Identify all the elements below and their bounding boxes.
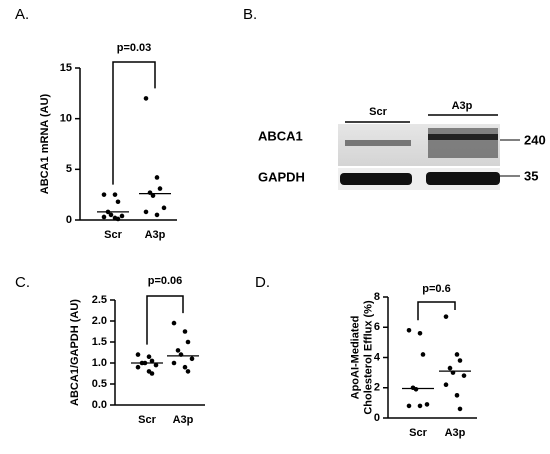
y-tick-label: 0	[66, 214, 72, 226]
panel-label: C.	[15, 274, 30, 291]
x-tick-label: A3p	[445, 427, 466, 439]
data-point	[115, 199, 121, 205]
panel-label: B.	[243, 6, 257, 23]
data-point	[457, 358, 463, 363]
data-point	[135, 364, 141, 370]
y-tick-label: 15	[60, 62, 72, 74]
panel-label: A.	[15, 6, 29, 23]
data-point	[175, 348, 181, 353]
y-axis-label: Cholesterol Efflux (%)	[362, 300, 374, 415]
data-point	[447, 365, 453, 371]
data-point	[119, 213, 125, 219]
p-value: p=0.03	[117, 42, 152, 54]
data-point	[457, 406, 463, 412]
data-point	[182, 364, 188, 370]
data-point	[149, 371, 155, 376]
data-point	[149, 358, 155, 364]
data-point	[161, 205, 167, 211]
significance-bracket	[146, 295, 184, 345]
p-value: p=0.06	[148, 275, 183, 287]
y-tick-label: 8	[374, 291, 380, 303]
x-tick-label: Scr	[409, 427, 427, 439]
band-label: GAPDH	[258, 169, 305, 184]
y-tick-label: 5	[66, 163, 72, 175]
data-point	[171, 360, 177, 366]
data-point	[112, 192, 118, 197]
y-tick-label: 1.0	[92, 357, 107, 369]
data-point	[182, 329, 188, 334]
data-point	[424, 402, 430, 407]
data-point	[115, 216, 121, 222]
band-label: ABCA1	[258, 128, 303, 143]
x-tick-label: A3p	[173, 414, 194, 426]
y-tick-label: 0	[374, 412, 380, 424]
data-point	[101, 214, 107, 220]
data-point	[406, 403, 412, 409]
y-tick-label: 2.5	[92, 294, 107, 306]
data-point	[454, 352, 460, 357]
y-tick-label: 2	[374, 382, 380, 394]
y-tick-label: 0.5	[92, 378, 107, 390]
data-point	[146, 354, 152, 360]
y-tick-label: 4	[374, 351, 381, 363]
y-tick-label: 1.5	[92, 336, 107, 348]
y-axis-label: ApoAI-Mediated	[349, 316, 361, 400]
x-tick-label: Scr	[138, 414, 156, 426]
data-point	[101, 192, 107, 197]
marker-label: 240	[524, 132, 546, 147]
marker-label: 35	[524, 168, 538, 183]
y-tick-label: 6	[374, 321, 380, 333]
y-axis-label: ABCA1 mRNA (AU)	[39, 93, 51, 194]
data-point	[413, 386, 419, 392]
y-tick-label: 0.0	[92, 399, 107, 411]
data-point	[108, 212, 114, 218]
lane-label: A3p	[452, 100, 473, 112]
data-point	[154, 175, 160, 180]
data-point	[443, 314, 449, 319]
data-point	[150, 193, 156, 198]
y-tick-label: 2.0	[92, 315, 107, 327]
significance-bracket	[112, 61, 156, 185]
data-point	[185, 369, 191, 374]
band	[428, 128, 498, 158]
band	[426, 172, 500, 185]
data-point	[185, 339, 191, 345]
data-point	[143, 209, 149, 215]
data-point	[157, 186, 163, 191]
band	[340, 173, 412, 185]
y-axis-label: ABCA1/GAPDH (AU)	[69, 299, 81, 406]
data-point	[420, 352, 426, 357]
band	[428, 134, 498, 140]
data-point	[171, 320, 177, 326]
data-point	[153, 362, 159, 368]
p-value: p=0.6	[422, 283, 450, 295]
data-point	[461, 373, 467, 378]
data-point	[454, 393, 460, 398]
band	[345, 140, 411, 146]
data-point	[154, 212, 160, 218]
panel-label: D.	[255, 274, 270, 291]
data-point	[417, 331, 423, 336]
data-point	[143, 96, 149, 101]
lane-label: Scr	[369, 106, 387, 118]
data-point	[189, 356, 195, 362]
data-point	[417, 403, 423, 409]
x-tick-label: A3p	[145, 229, 166, 241]
y-tick-label: 10	[60, 113, 72, 125]
data-point	[135, 352, 141, 357]
significance-bracket	[417, 301, 456, 321]
x-tick-label: Scr	[104, 229, 122, 241]
data-point	[443, 382, 449, 388]
data-point	[406, 327, 412, 333]
